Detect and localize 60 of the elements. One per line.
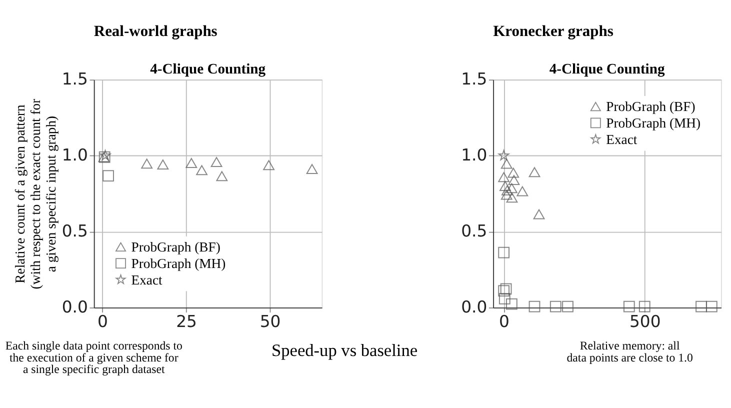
legend-label: Exact xyxy=(131,272,163,288)
point xyxy=(263,160,275,170)
point xyxy=(508,168,520,178)
point xyxy=(706,300,718,312)
text: Each single data point corresponds to the execution of a given scheme for a single specific graph dataset xyxy=(5,338,182,376)
point xyxy=(528,167,540,178)
chart-subtitle: 4-Clique Counting xyxy=(549,61,666,78)
text: Relative memory: all data points are close to 1.0 xyxy=(566,338,693,364)
y-tick-label: 0.0 xyxy=(62,298,88,317)
x-tick-label: 500 xyxy=(629,312,661,332)
point xyxy=(550,300,562,312)
x-tick-label: 25 xyxy=(176,312,197,332)
legend-label: Exact xyxy=(606,132,638,147)
y-tick-label: 1.5 xyxy=(62,70,88,89)
point xyxy=(306,164,318,174)
point xyxy=(533,209,545,220)
y-tick-label: 0.0 xyxy=(461,298,488,317)
legend-label: ProbGraph (MH) xyxy=(131,256,226,271)
point xyxy=(100,150,111,160)
chart-subtitle: 4-Clique Counting xyxy=(150,61,266,78)
legend-label: ProbGraph (BF) xyxy=(131,239,220,254)
point xyxy=(506,298,518,310)
point xyxy=(500,190,512,200)
y-tick-label: 0.5 xyxy=(461,222,488,241)
point xyxy=(623,300,635,312)
point xyxy=(102,170,114,182)
legend-label: ProbGraph (MH) xyxy=(606,115,701,130)
x-axis-title: Speed-up vs baseline xyxy=(272,340,418,360)
point xyxy=(157,160,169,170)
point xyxy=(196,165,208,176)
point xyxy=(562,300,574,312)
chart-title: Kronecker graphs xyxy=(493,22,614,40)
y-tick-label: 1.0 xyxy=(461,146,488,165)
y-tick-label: 1.5 xyxy=(461,70,488,89)
x-tick-label: 0 xyxy=(97,312,108,332)
point xyxy=(210,156,222,167)
point xyxy=(506,183,518,194)
point xyxy=(500,158,512,169)
point xyxy=(498,292,510,304)
point xyxy=(638,300,650,312)
point xyxy=(498,150,510,160)
point xyxy=(516,186,528,196)
point xyxy=(216,171,228,182)
point xyxy=(508,175,520,186)
y-tick-label: 1.0 xyxy=(62,146,88,165)
x-tick-label: 50 xyxy=(260,312,281,332)
point xyxy=(528,300,540,312)
point xyxy=(186,158,198,168)
point xyxy=(506,192,518,203)
point xyxy=(498,172,510,182)
point xyxy=(696,300,707,312)
point xyxy=(501,185,513,196)
point xyxy=(500,180,511,191)
y-tick-label: 0.5 xyxy=(62,222,88,241)
chart-title: Real-world graphs xyxy=(94,22,218,40)
x-tick-label: 0 xyxy=(499,312,510,332)
y-axis-title: Relative count of a given pattern (with respect to the exact count for a given specific input graph) xyxy=(12,98,58,290)
point xyxy=(141,158,153,169)
point xyxy=(498,246,510,258)
legend-label: ProbGraph (BF) xyxy=(606,99,696,114)
